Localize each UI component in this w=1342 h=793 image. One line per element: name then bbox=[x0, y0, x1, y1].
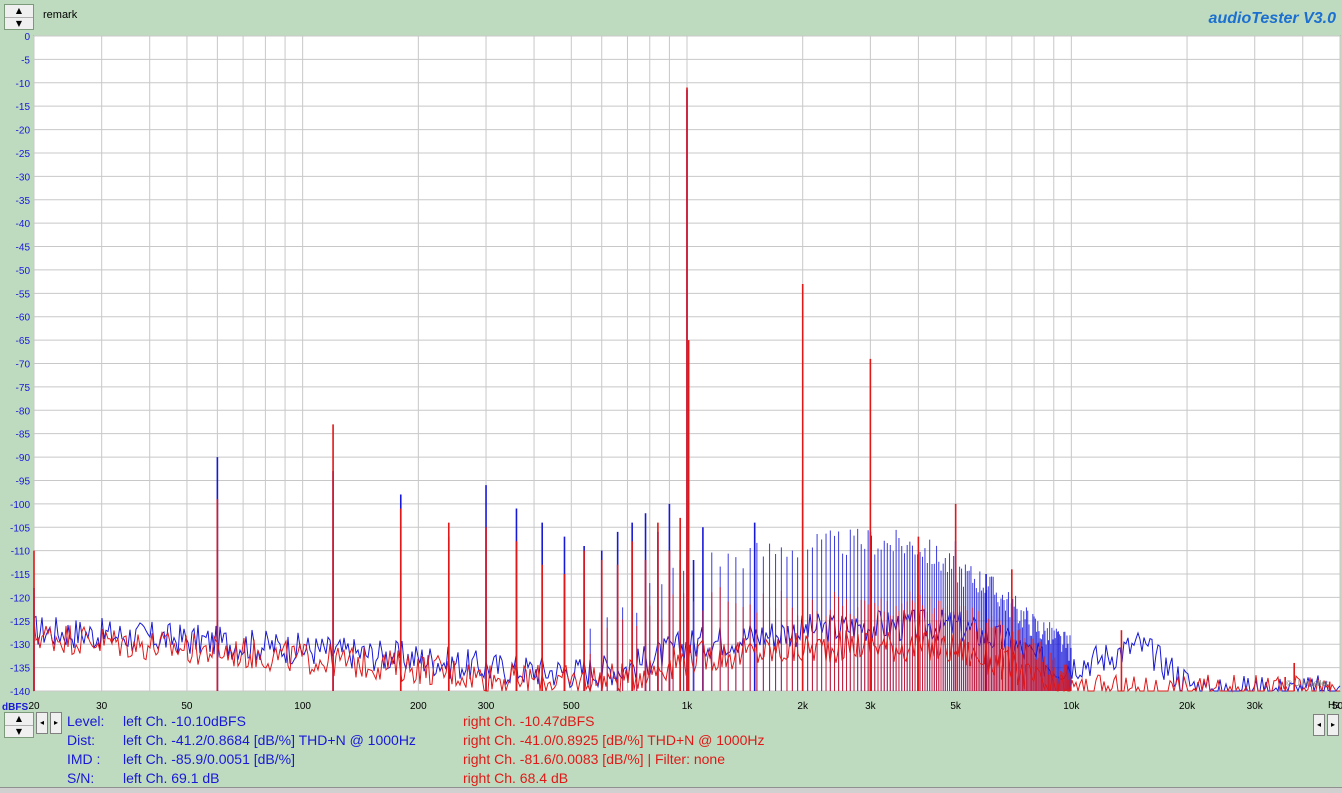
y-tick-label: -95 bbox=[16, 476, 31, 487]
x-tick-label: 100 bbox=[294, 701, 311, 712]
y-tick-label: -60 bbox=[16, 313, 31, 324]
x-tick-label: 20 bbox=[28, 701, 40, 712]
y-tick-label: -130 bbox=[10, 640, 30, 651]
dist-label: Dist: bbox=[67, 732, 95, 748]
remark-label: remark bbox=[43, 9, 78, 21]
x-tick-label: 30 bbox=[96, 701, 108, 712]
x-tick-label: 1k bbox=[682, 701, 694, 712]
y-tick-label: -90 bbox=[16, 453, 31, 464]
y-tick-label: -25 bbox=[16, 149, 31, 160]
y-tick-label: -40 bbox=[16, 219, 31, 230]
sn-label: S/N: bbox=[67, 770, 95, 786]
y-tick-label: -70 bbox=[16, 360, 31, 371]
y-tick-label: -15 bbox=[16, 102, 31, 113]
left-dist-value: left Ch. -41.2/0.8684 [dB/%] THD+N @ 100… bbox=[123, 732, 416, 748]
info-spinner[interactable]: ▲ ▼ bbox=[4, 712, 34, 738]
info-down-icon[interactable]: ▼ bbox=[5, 725, 33, 738]
x-tick-label: 5k bbox=[950, 701, 962, 712]
y-tick-label: -135 bbox=[10, 664, 30, 675]
spectrum-chart: 0 -5 -10 -15 -20 -25 -30 -35 -40 -45 -50 -55 -60 -65 -… bbox=[2, 32, 1342, 712]
y-tick-label: -125 bbox=[10, 617, 30, 628]
y-tick-label: 0 bbox=[24, 32, 30, 43]
x-tick-label: 500 bbox=[563, 701, 580, 712]
y-tick-labels: 0 -5 -10 -15 -20 -25 -30 -35 -40 -45 -50 -55 -60 -65 -… bbox=[10, 32, 30, 698]
y-tick-label: -30 bbox=[16, 172, 31, 183]
status-bar bbox=[0, 787, 1342, 793]
spin-up-icon[interactable]: ▲ bbox=[15, 6, 23, 15]
y-tick-label: -140 bbox=[10, 687, 30, 698]
level-label: Level: bbox=[67, 713, 105, 729]
x-tick-label: 50k bbox=[1332, 701, 1342, 712]
y-tick-label: -80 bbox=[16, 406, 31, 417]
right-sn-value: right Ch. 68.4 dB bbox=[463, 770, 569, 786]
y-tick-label: -110 bbox=[11, 547, 31, 558]
y-tick-label: -85 bbox=[16, 430, 31, 441]
x-axis-unit-label: Hz bbox=[1328, 700, 1340, 711]
x-tick-label: 2k bbox=[797, 701, 809, 712]
remark-spinner[interactable]: ▲ ▼ bbox=[4, 4, 34, 30]
traces bbox=[33, 87, 1341, 693]
scroll-right-button[interactable]: ▸ bbox=[50, 712, 62, 734]
x-tick-label: 3k bbox=[865, 701, 877, 712]
x-tick-label: 30k bbox=[1247, 701, 1264, 712]
x-tick-labels: 20 30 50 100 200 300 500 1k 2k 3k 5k 10k 20k 30k 50k bbox=[28, 701, 1342, 712]
spin-down-icon[interactable]: ▼ bbox=[5, 17, 33, 30]
left-sn-value: left Ch. 69.1 dB bbox=[123, 770, 220, 786]
x-tick-label: 200 bbox=[410, 701, 427, 712]
left-level-value: left Ch. -10.10dBFS bbox=[123, 713, 246, 729]
app-title: audioTester V3.0 bbox=[1208, 10, 1336, 27]
y-tick-label: -105 bbox=[10, 523, 30, 534]
right-dist-value: right Ch. -41.0/0.8925 [dB/%] THD+N @ 10… bbox=[463, 732, 765, 748]
y-tick-label: -50 bbox=[16, 266, 31, 277]
left-imd-value: left Ch. -85.9/0.0051 [dB/%] bbox=[123, 751, 295, 767]
right-imd-value: right Ch. -81.6/0.0083 [dB/%] | Filter: … bbox=[463, 751, 726, 767]
info-up-icon[interactable]: ▲ bbox=[15, 714, 23, 723]
y-tick-label: -45 bbox=[16, 243, 31, 254]
scroll-left-button[interactable]: ◂ bbox=[36, 712, 48, 734]
y-tick-label: -55 bbox=[16, 289, 31, 300]
y-tick-label: -115 bbox=[11, 570, 31, 581]
x-tick-label: 20k bbox=[1179, 701, 1196, 712]
y-axis-label: dBFS bbox=[2, 702, 28, 712]
y-tick-label: -120 bbox=[10, 593, 30, 604]
y-tick-label: -20 bbox=[16, 126, 31, 137]
scroll-left-button-right[interactable]: ◂ bbox=[1313, 714, 1325, 736]
x-tick-label: 10k bbox=[1063, 701, 1080, 712]
y-tick-label: -65 bbox=[16, 336, 31, 347]
x-tick-label: 50 bbox=[181, 701, 193, 712]
x-tick-label: 300 bbox=[478, 701, 495, 712]
y-tick-label: -100 bbox=[10, 500, 30, 511]
y-tick-label: -35 bbox=[16, 196, 31, 207]
right-level-value: right Ch. -10.47dBFS bbox=[463, 713, 595, 729]
scroll-right-button-right[interactable]: ▸ bbox=[1327, 714, 1339, 736]
y-tick-label: -5 bbox=[21, 55, 30, 66]
watermark: © U.Mueller bbox=[1286, 679, 1329, 688]
y-tick-label: -75 bbox=[16, 383, 31, 394]
imd-label: IMD : bbox=[67, 751, 101, 767]
y-tick-label: -10 bbox=[16, 79, 31, 90]
